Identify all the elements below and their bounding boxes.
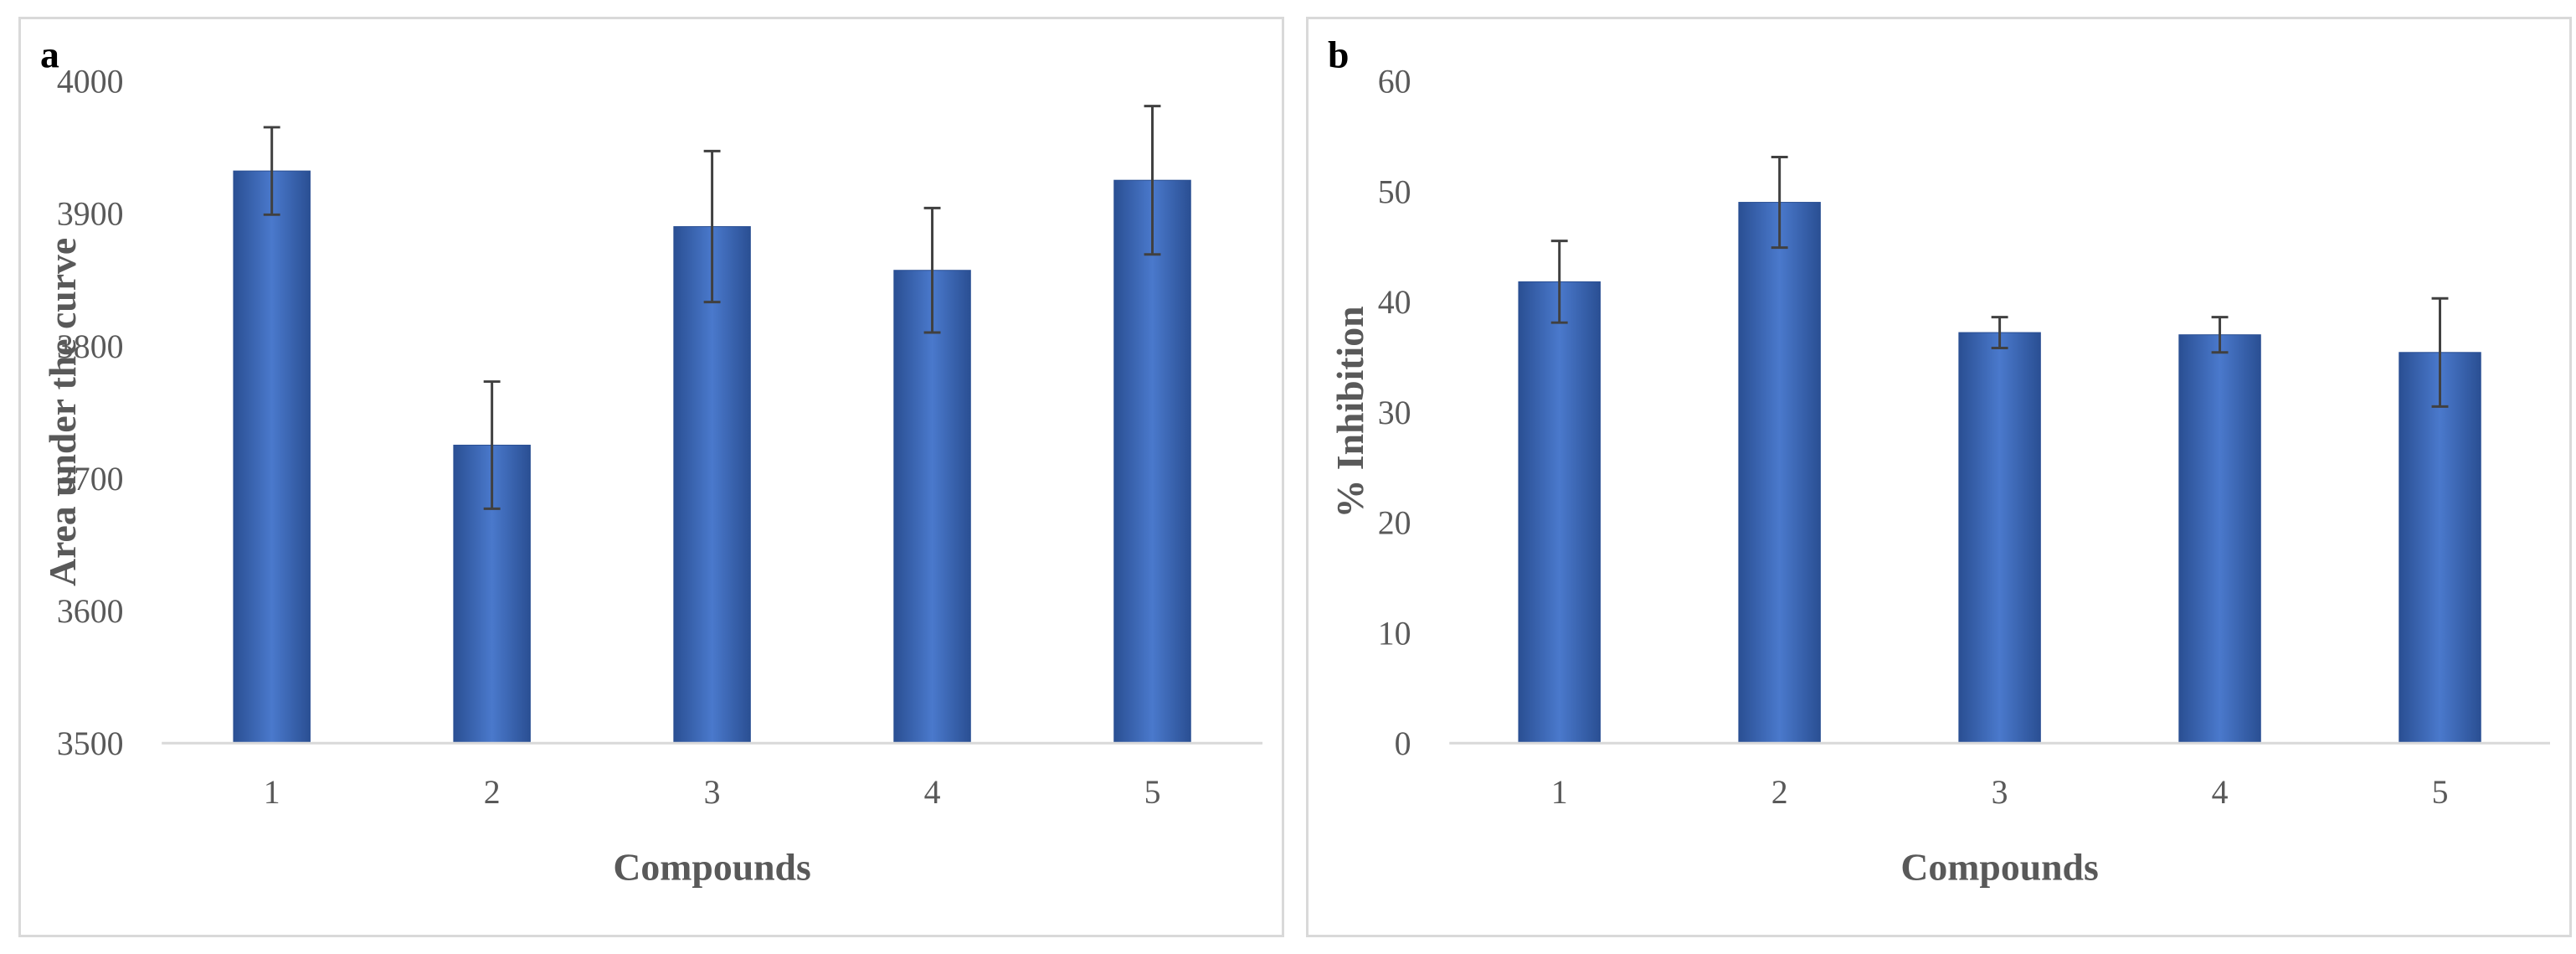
x-axis-ticks-b: 1 2 3 4 5 (1551, 774, 2449, 811)
bar-compound-1 (1518, 281, 1601, 744)
bar-compound-3 (1958, 332, 2041, 744)
error-bar-compound-3 (703, 149, 721, 304)
chart-a-svg: a 3500 3600 3700 3800 3900 4000 1 2 3 4 5 Compoun… (40, 34, 1262, 888)
y-axis-ticks-b: 0 10 20 30 40 50 60 (1378, 64, 1411, 763)
bar-compound-3 (673, 226, 751, 744)
y-tick-label: 3500 (57, 725, 124, 762)
bar-compound-1 (233, 170, 311, 744)
y-axis-title-b: % Inhibition (1329, 306, 1371, 518)
y-tick-label: 0 (1395, 725, 1411, 762)
x-tick-label: 2 (1771, 774, 1788, 811)
error-bar-compound-4 (923, 206, 941, 334)
error-bar-compound-1 (1550, 240, 1568, 324)
chart-panel-a: a 3500 3600 3700 3800 3900 4000 1 2 3 4 5 Compoun… (18, 17, 1284, 937)
y-tick-label: 40 (1378, 284, 1411, 321)
error-bars-a (263, 105, 1161, 510)
x-tick-label: 4 (2212, 774, 2229, 811)
y-axis-ticks-a: 3500 3600 3700 3800 3900 4000 (57, 64, 124, 763)
y-axis-title-a: Area under the curve (41, 238, 84, 586)
y-tick-label: 4000 (57, 64, 124, 101)
x-tick-label: 2 (484, 774, 501, 811)
x-axis-title-a: Compounds (613, 845, 810, 888)
bars-b (1518, 202, 2481, 744)
x-tick-label: 3 (1992, 774, 2008, 811)
bars-a (233, 170, 1191, 744)
x-tick-label: 4 (924, 774, 941, 811)
x-tick-label: 5 (2432, 774, 2449, 811)
x-axis-ticks-a: 1 2 3 4 5 (264, 774, 1161, 811)
bar-compound-4 (2178, 334, 2261, 744)
chart-b-svg: b 0 10 20 30 40 50 60 1 2 3 4 5 Compounds % Inhibi… (1328, 34, 2550, 888)
x-tick-label: 1 (1551, 774, 1568, 811)
bar-compound-5 (1113, 179, 1191, 744)
bar-compound-4 (893, 270, 971, 744)
error-bar-compound-1 (263, 126, 280, 216)
error-bar-compound-5 (1144, 105, 1161, 256)
y-tick-label: 3600 (57, 593, 124, 630)
y-tick-label: 20 (1378, 505, 1411, 542)
y-tick-label: 3800 (57, 328, 124, 365)
bar-compound-2 (1738, 202, 1821, 744)
error-bar-compound-2 (483, 380, 501, 510)
error-bar-compound-2 (1771, 156, 1788, 250)
error-bars-b (1550, 156, 2449, 408)
x-tick-label: 3 (704, 774, 721, 811)
bar-compound-5 (2399, 352, 2481, 744)
x-axis-title-b: Compounds (1900, 845, 2098, 888)
error-bar-compound-4 (2211, 316, 2229, 354)
error-bar-compound-5 (2431, 297, 2449, 408)
y-tick-label: 10 (1378, 615, 1411, 652)
panel-label-a: a (40, 34, 59, 76)
y-tick-label: 60 (1378, 64, 1411, 101)
error-bar-compound-3 (1991, 316, 2008, 349)
x-tick-label: 1 (264, 774, 280, 811)
y-tick-label: 30 (1378, 394, 1411, 431)
y-tick-label: 50 (1378, 173, 1411, 210)
y-tick-label: 3900 (57, 196, 124, 233)
x-tick-label: 5 (1144, 774, 1161, 811)
chart-panel-b: b 0 10 20 30 40 50 60 1 2 3 4 5 Compounds % Inhibi… (1306, 17, 2572, 937)
y-tick-label: 3700 (57, 461, 124, 498)
panel-label-b: b (1328, 34, 1349, 76)
